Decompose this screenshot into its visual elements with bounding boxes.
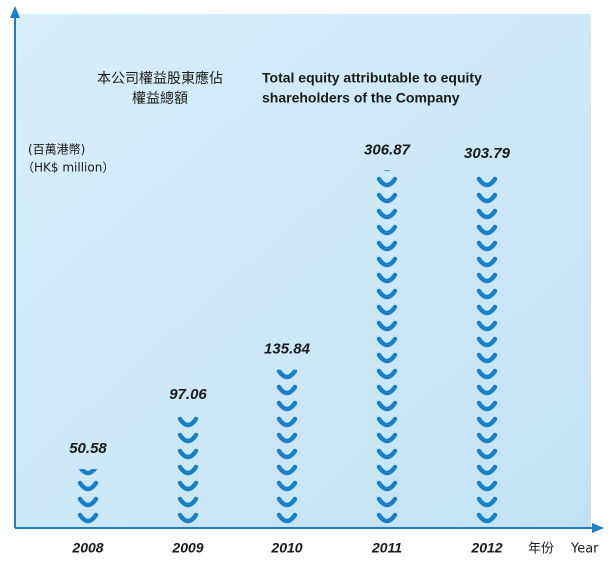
value-label: 50.58 [69, 440, 107, 457]
x-axis-arrow [592, 523, 604, 533]
bar [276, 369, 298, 528]
x-tick-label: 2011 [371, 540, 402, 556]
value-label: 306.87 [364, 141, 411, 158]
title-zh: 本公司權益股東應佔 [97, 70, 223, 87]
x-tick-label: 2010 [270, 540, 302, 556]
value-label: 135.84 [264, 341, 311, 358]
title-zh: 權益總額 [132, 90, 188, 107]
bar [476, 173, 498, 528]
bar [376, 170, 398, 528]
x-axis-label: Year [570, 542, 599, 557]
y-axis-arrow [10, 6, 20, 18]
bar [177, 414, 199, 528]
x-axis-label: 年份 [528, 542, 554, 557]
bar [77, 469, 99, 528]
title-en: shareholders of the Company [262, 90, 460, 106]
value-label: 303.79 [464, 145, 511, 162]
value-label: 97.06 [169, 386, 207, 403]
unit-label: （HK$ million） [22, 161, 114, 175]
x-tick-label: 2012 [470, 540, 502, 556]
title-en: Total equity attributable to equity [262, 70, 482, 86]
unit-label: (百萬港幣) [28, 143, 85, 157]
x-tick-label: 2009 [171, 540, 203, 556]
x-tick-label: 2008 [71, 540, 103, 556]
